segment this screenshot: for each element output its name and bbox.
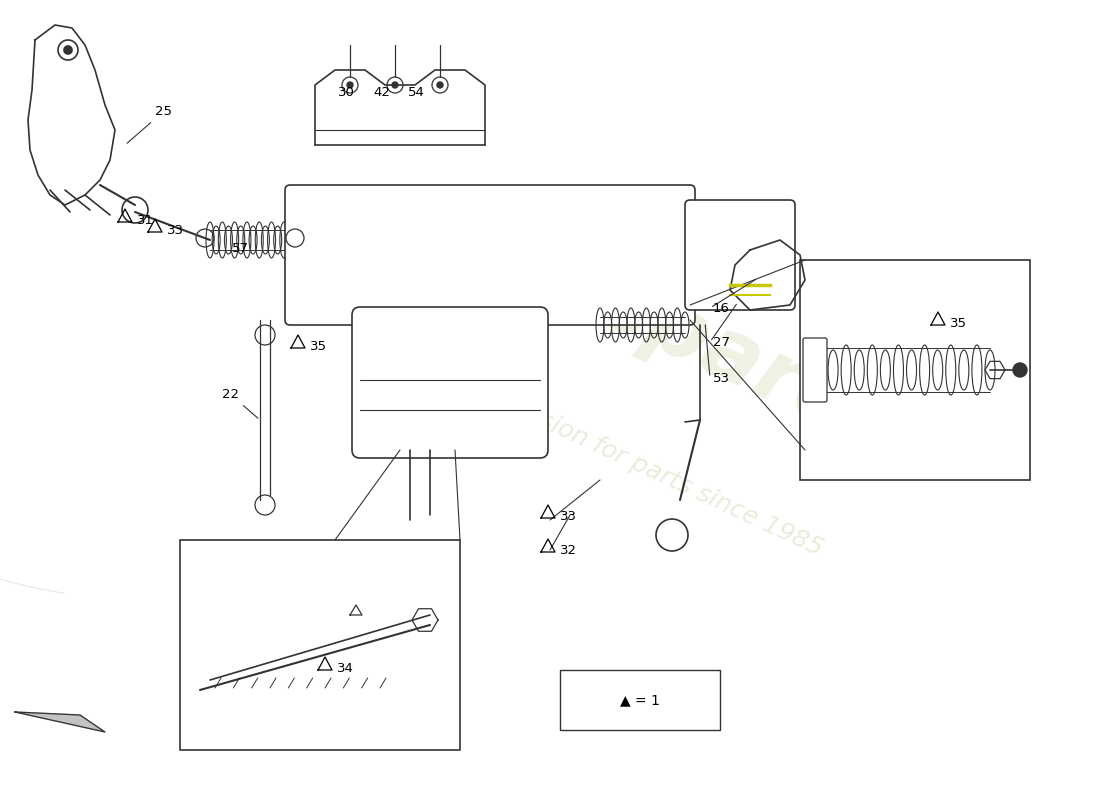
Text: 33: 33	[167, 223, 184, 237]
Text: 57: 57	[232, 242, 249, 254]
FancyBboxPatch shape	[685, 200, 795, 310]
Circle shape	[392, 82, 398, 88]
Text: ▲ = 1: ▲ = 1	[620, 693, 660, 707]
Text: eurospares: eurospares	[386, 167, 914, 473]
Text: 16: 16	[713, 302, 730, 314]
Text: 34: 34	[337, 662, 354, 674]
Text: 54: 54	[408, 86, 425, 98]
Text: 22: 22	[222, 388, 257, 418]
Text: 27: 27	[713, 335, 730, 349]
FancyBboxPatch shape	[352, 307, 548, 458]
Text: 32: 32	[560, 543, 578, 557]
Text: 33: 33	[560, 510, 578, 522]
FancyBboxPatch shape	[803, 338, 827, 402]
Text: 35: 35	[310, 339, 327, 353]
Text: 42: 42	[373, 86, 389, 98]
Text: 25: 25	[128, 105, 172, 143]
Bar	[180, 540, 460, 750]
Circle shape	[346, 82, 353, 88]
Text: 30: 30	[338, 86, 355, 98]
Text: a passion for parts since 1985: a passion for parts since 1985	[474, 379, 826, 561]
Text: 31: 31	[138, 214, 154, 226]
Circle shape	[437, 82, 443, 88]
Bar	[560, 670, 720, 730]
Bar	[800, 260, 1030, 480]
Text: 53: 53	[713, 371, 730, 385]
Circle shape	[1013, 363, 1027, 377]
FancyBboxPatch shape	[285, 185, 695, 325]
Circle shape	[64, 46, 72, 54]
Polygon shape	[15, 712, 105, 732]
Text: 35: 35	[950, 317, 967, 330]
